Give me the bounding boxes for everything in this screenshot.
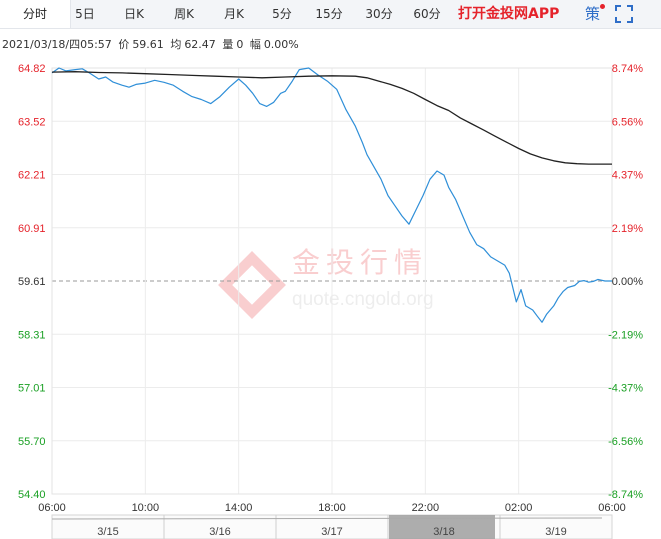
y-tick-label: 59.61: [18, 276, 46, 288]
x-tick-label: 22:00: [412, 502, 440, 514]
avg-value: 62.47: [184, 38, 216, 51]
y-tick-label-right: 4.37%: [612, 170, 643, 182]
average-line: [51, 71, 612, 165]
y-tick-label: 58.31: [18, 329, 46, 341]
y-tick-label: 64.82: [18, 63, 46, 75]
navigator-date-label: 3/19: [545, 526, 566, 538]
avg-label: 均: [170, 38, 182, 51]
y-tick-label: 54.40: [18, 489, 46, 501]
series: [51, 67, 612, 323]
tab-5min[interactable]: 5分: [272, 7, 292, 21]
y-axis-left: 64.82 63.52 62.21 60.91 59.61 58.31 57.01 55.70…: [18, 63, 46, 501]
x-tick-label: 14:00: [225, 502, 253, 514]
x-tick-label: 10:00: [132, 502, 160, 514]
watermark-logo-icon: [218, 251, 286, 319]
y-tick-label-right: -8.74%: [608, 489, 643, 501]
y-tick-label-right: 8.74%: [612, 63, 643, 75]
tab-15min[interactable]: 15分: [315, 7, 343, 21]
y-tick-label-right: 2.19%: [612, 223, 643, 235]
y-tick-label: 63.52: [18, 116, 46, 128]
change-value: 0.00%: [263, 38, 299, 51]
navigator-mini-line: [51, 517, 603, 520]
x-tick-label: 06:00: [598, 502, 626, 514]
quote-datetime: 2021/03/18/四05:57: [2, 38, 112, 51]
y-tick-label: 60.91: [18, 223, 46, 235]
period-tabbar: 分时 5日 日K 周K 月K 5分 15分 30分 60分 打开金投网APP 策: [0, 0, 661, 29]
tab-monthly-k[interactable]: 月K: [224, 7, 244, 21]
tab-5day[interactable]: 5日: [75, 7, 95, 21]
y-tick-label-right: 0.00%: [612, 276, 643, 288]
y-tick-label-right: -6.56%: [608, 436, 643, 448]
y-tick-label: 55.70: [18, 436, 46, 448]
watermark-url: quote.cngold.org: [292, 289, 434, 310]
navigator-selection: [389, 515, 495, 539]
y-tick-label: 57.01: [18, 383, 46, 395]
grid: [51, 67, 613, 495]
price-value: 59.61: [132, 38, 164, 51]
volume-label: 量: [222, 38, 234, 51]
y-tick-label: 62.21: [18, 170, 46, 182]
navigator-date-label: 3/17: [321, 526, 342, 538]
strategy-button[interactable]: 策: [585, 4, 605, 24]
y-tick-label-right: -2.19%: [608, 329, 643, 341]
navigator-date-label: 3/18: [433, 526, 454, 538]
x-tick-label: 18:00: [318, 502, 346, 514]
y-axis-right: 8.74% 6.56% 4.37% 2.19% 0.00% -2.19% -4.37% -6.…: [608, 63, 643, 501]
x-tick-label: 02:00: [505, 502, 533, 514]
fullscreen-icon: [615, 5, 633, 23]
tab-60min[interactable]: 60分: [413, 7, 441, 21]
watermark-brand: 金投行情: [292, 247, 428, 278]
tab-30min[interactable]: 30分: [365, 7, 393, 21]
strategy-label: 策: [585, 5, 601, 23]
tab-daily-k[interactable]: 日K: [124, 7, 144, 21]
change-label: 幅: [249, 38, 261, 51]
notification-dot-icon: [600, 4, 605, 9]
tab-intraday[interactable]: 分时: [0, 0, 71, 28]
open-app-link[interactable]: 打开金投网APP: [458, 6, 560, 22]
price-label: 价: [118, 38, 130, 51]
fullscreen-button[interactable]: [614, 4, 634, 24]
price-line: [51, 67, 612, 323]
volume-value: 0: [236, 38, 244, 51]
y-tick-label-right: 6.56%: [612, 116, 643, 128]
y-tick-label-right: -4.37%: [608, 383, 643, 395]
time-navigator[interactable]: 3/15 3/16 3/17 3/18 3/19: [51, 514, 613, 539]
x-axis: 06:00 10:00 14:00 18:00 22:00 02:00 06:00: [38, 502, 626, 514]
watermark: 金投行情 quote.cngold.org: [218, 247, 434, 319]
x-tick-label: 06:00: [38, 502, 66, 514]
navigator-date-label: 3/16: [209, 526, 230, 538]
tab-weekly-k[interactable]: 周K: [174, 7, 194, 21]
navigator-date-label: 3/15: [97, 526, 118, 538]
